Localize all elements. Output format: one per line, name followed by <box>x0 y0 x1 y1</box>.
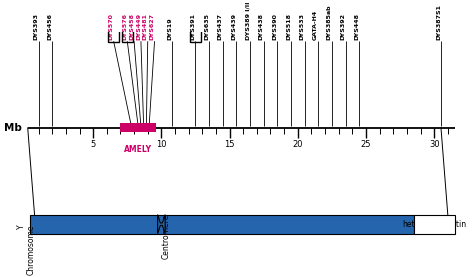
Text: DYS393: DYS393 <box>34 12 38 40</box>
Text: DYS391: DYS391 <box>191 12 195 40</box>
Text: 30: 30 <box>429 140 439 149</box>
Text: DYS390: DYS390 <box>272 13 277 40</box>
Text: DYS635: DYS635 <box>204 12 209 40</box>
Text: DYS456: DYS456 <box>47 12 52 40</box>
Text: DYS533: DYS533 <box>300 12 305 40</box>
Text: DYS458: DYS458 <box>129 12 134 40</box>
Polygon shape <box>158 215 165 234</box>
Text: DYS387S1: DYS387S1 <box>436 4 441 40</box>
Bar <box>190 0 201 42</box>
Text: Centromere: Centromere <box>161 214 170 259</box>
Text: DYS518: DYS518 <box>286 12 291 40</box>
Bar <box>120 124 156 132</box>
Text: Mb: Mb <box>4 123 22 133</box>
Text: 20: 20 <box>292 140 303 149</box>
Text: DYS570: DYS570 <box>109 13 114 40</box>
Text: DYS481: DYS481 <box>143 12 148 40</box>
Bar <box>30 215 414 234</box>
Text: Y
Chromosome: Y Chromosome <box>17 224 36 275</box>
Text: AMELY: AMELY <box>124 145 152 154</box>
Text: DYS437: DYS437 <box>218 12 223 40</box>
Text: 15: 15 <box>224 140 235 149</box>
Text: DYS448: DYS448 <box>354 12 359 40</box>
Text: DYS439: DYS439 <box>231 12 237 40</box>
Text: 5: 5 <box>91 140 96 149</box>
Text: DYS389 I/II: DYS389 I/II <box>245 1 250 40</box>
Text: DYS385ab: DYS385ab <box>327 4 332 40</box>
Text: GATA-H4: GATA-H4 <box>313 9 318 40</box>
Text: 25: 25 <box>361 140 371 149</box>
Text: DYS449: DYS449 <box>136 12 141 40</box>
Text: DYS19: DYS19 <box>167 17 172 40</box>
Text: 10: 10 <box>156 140 167 149</box>
Text: DYS392: DYS392 <box>340 12 346 40</box>
Text: heterochromatin: heterochromatin <box>402 220 466 229</box>
Bar <box>108 0 119 42</box>
Text: DYS627: DYS627 <box>150 12 155 40</box>
Bar <box>122 0 133 42</box>
Text: DYS438: DYS438 <box>259 12 264 40</box>
Text: DYS576: DYS576 <box>122 12 128 40</box>
Bar <box>414 215 455 234</box>
